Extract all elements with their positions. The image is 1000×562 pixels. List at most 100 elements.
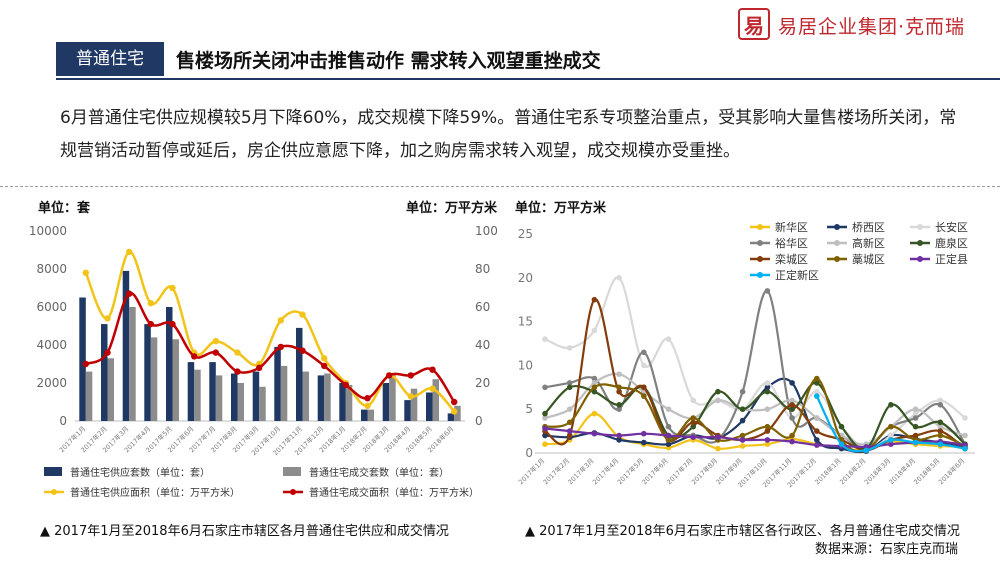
data-point	[616, 437, 622, 443]
data-point	[591, 375, 598, 382]
right-chart-caption: ▲ 2017年1月至2018年6月石家庄市辖区各行政区、各月普通住宅成交情况	[525, 524, 960, 539]
y-tick-label: 25	[518, 227, 533, 241]
data-point	[888, 402, 894, 408]
bar	[426, 392, 433, 421]
data-point	[764, 406, 771, 412]
data-point	[542, 432, 548, 439]
data-point	[814, 393, 820, 399]
data-point	[690, 423, 696, 430]
data-point	[566, 419, 573, 426]
data-point	[256, 364, 263, 371]
data-point	[212, 338, 219, 345]
legend-swatch	[290, 489, 296, 495]
data-point	[126, 290, 133, 297]
title-rule	[56, 78, 1000, 80]
data-point	[542, 425, 548, 432]
page-title: 售楼场所关闭冲击推售动作 需求转入观望重挫成交	[176, 50, 601, 72]
data-point	[641, 362, 647, 369]
bar	[280, 365, 288, 421]
data-point	[665, 406, 672, 412]
legend-swatch	[757, 256, 763, 262]
data-point	[407, 372, 414, 379]
bar	[150, 337, 158, 421]
data-point	[912, 432, 919, 439]
data-point	[912, 415, 919, 421]
data-point	[234, 368, 241, 375]
data-point	[191, 353, 198, 360]
data-point	[386, 372, 393, 379]
data-point	[739, 406, 746, 412]
data-point	[764, 380, 771, 386]
data-point	[542, 336, 548, 342]
brand-name: 易居企业集团·克而瑞	[778, 16, 966, 38]
data-point	[789, 380, 795, 386]
data-point	[299, 347, 306, 354]
data-point	[888, 423, 894, 430]
data-point	[665, 441, 672, 447]
data-point	[641, 393, 647, 399]
data-point	[715, 434, 721, 440]
legend-label: 长安区	[935, 220, 968, 234]
bar	[296, 327, 303, 421]
bar	[107, 358, 114, 421]
bar	[172, 339, 179, 421]
data-point	[126, 248, 133, 256]
bar	[274, 346, 281, 421]
data-point	[299, 311, 306, 318]
y-tick-label: 10	[518, 358, 533, 372]
section-tag: 普通住宅	[56, 42, 164, 76]
y2-tick-label: 100	[475, 224, 498, 238]
data-point	[764, 437, 771, 443]
data-point	[937, 419, 944, 426]
data-point	[937, 397, 944, 404]
legend-label: 新华区	[775, 220, 808, 234]
legend-swatch	[757, 224, 763, 230]
legend-swatch	[51, 489, 57, 495]
data-point	[789, 415, 795, 421]
data-point	[937, 428, 944, 434]
data-point	[566, 380, 573, 386]
bar	[382, 383, 390, 421]
y-tick-label: 15	[518, 315, 533, 329]
bar	[79, 297, 86, 421]
data-point	[912, 439, 919, 446]
bar	[252, 371, 260, 421]
bar	[367, 409, 374, 421]
data-point	[912, 406, 919, 412]
data-point	[591, 430, 598, 437]
bar	[85, 371, 93, 421]
data-point	[566, 384, 573, 391]
data-point	[789, 432, 795, 439]
data-point	[789, 438, 795, 445]
data-point	[814, 375, 820, 382]
data-point	[364, 402, 371, 409]
summary-paragraph: 6月普通住宅供应规模较5月下降60%，成交规模下降59%。普通住宅系专项整治重点…	[60, 108, 957, 161]
data-point	[321, 362, 328, 370]
bar	[389, 373, 396, 421]
data-point	[641, 349, 647, 356]
data-point	[542, 415, 548, 421]
data-point	[429, 366, 436, 373]
legend-label: 正定新区	[775, 268, 819, 282]
data-point	[739, 432, 746, 439]
bar	[447, 413, 455, 421]
y2-tick-label: 80	[475, 262, 490, 276]
y2-tick-label: 20	[475, 376, 490, 390]
legend-label: 桥西区	[852, 221, 885, 234]
data-point	[641, 430, 647, 437]
data-source: 数据来源：石家庄克而瑞	[815, 542, 959, 557]
data-point	[616, 402, 622, 408]
data-point	[888, 432, 894, 439]
x-tick-label: 2018年6月	[936, 456, 966, 486]
y-tick-label: 4000	[36, 338, 67, 352]
data-point	[888, 437, 894, 443]
bar	[194, 369, 201, 421]
data-point	[912, 423, 919, 430]
bar	[215, 375, 223, 421]
data-point	[739, 443, 746, 449]
data-point	[429, 385, 436, 392]
y-tick-label: 0	[59, 414, 67, 428]
bar	[166, 307, 173, 421]
data-point	[591, 380, 598, 386]
data-point	[82, 269, 90, 276]
